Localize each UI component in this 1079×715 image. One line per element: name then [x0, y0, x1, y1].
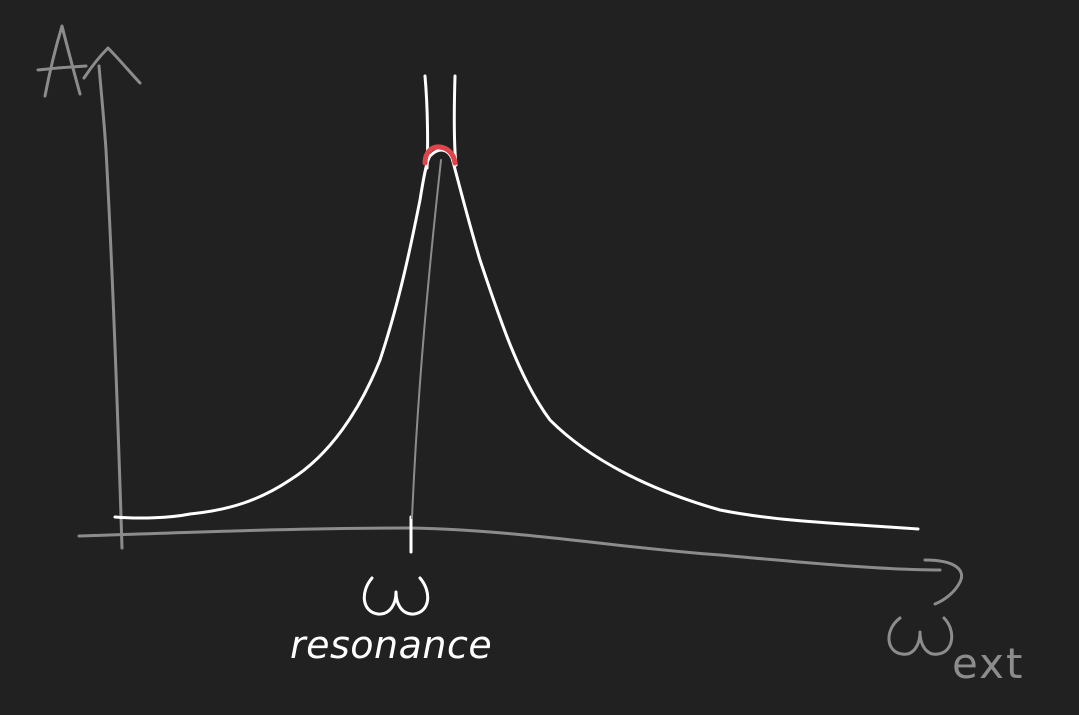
resonance-guide-line	[411, 159, 442, 519]
x-axis-line	[77, 526, 942, 572]
resonance-omega-glyph	[362, 576, 430, 616]
x-axis-omega-glyph	[887, 616, 954, 656]
peak-marker	[422, 144, 458, 166]
x-axis-arrowhead	[923, 558, 963, 606]
y-axis-label-glyph	[36, 24, 88, 98]
peak-right-stroke	[452, 74, 458, 167]
y-axis-line	[97, 64, 124, 550]
x-axis-subscript: ext	[952, 639, 1024, 688]
y-axis-arrowhead	[82, 46, 142, 85]
resonance-curve	[113, 148, 920, 531]
resonance-word: resonance	[290, 623, 492, 667]
